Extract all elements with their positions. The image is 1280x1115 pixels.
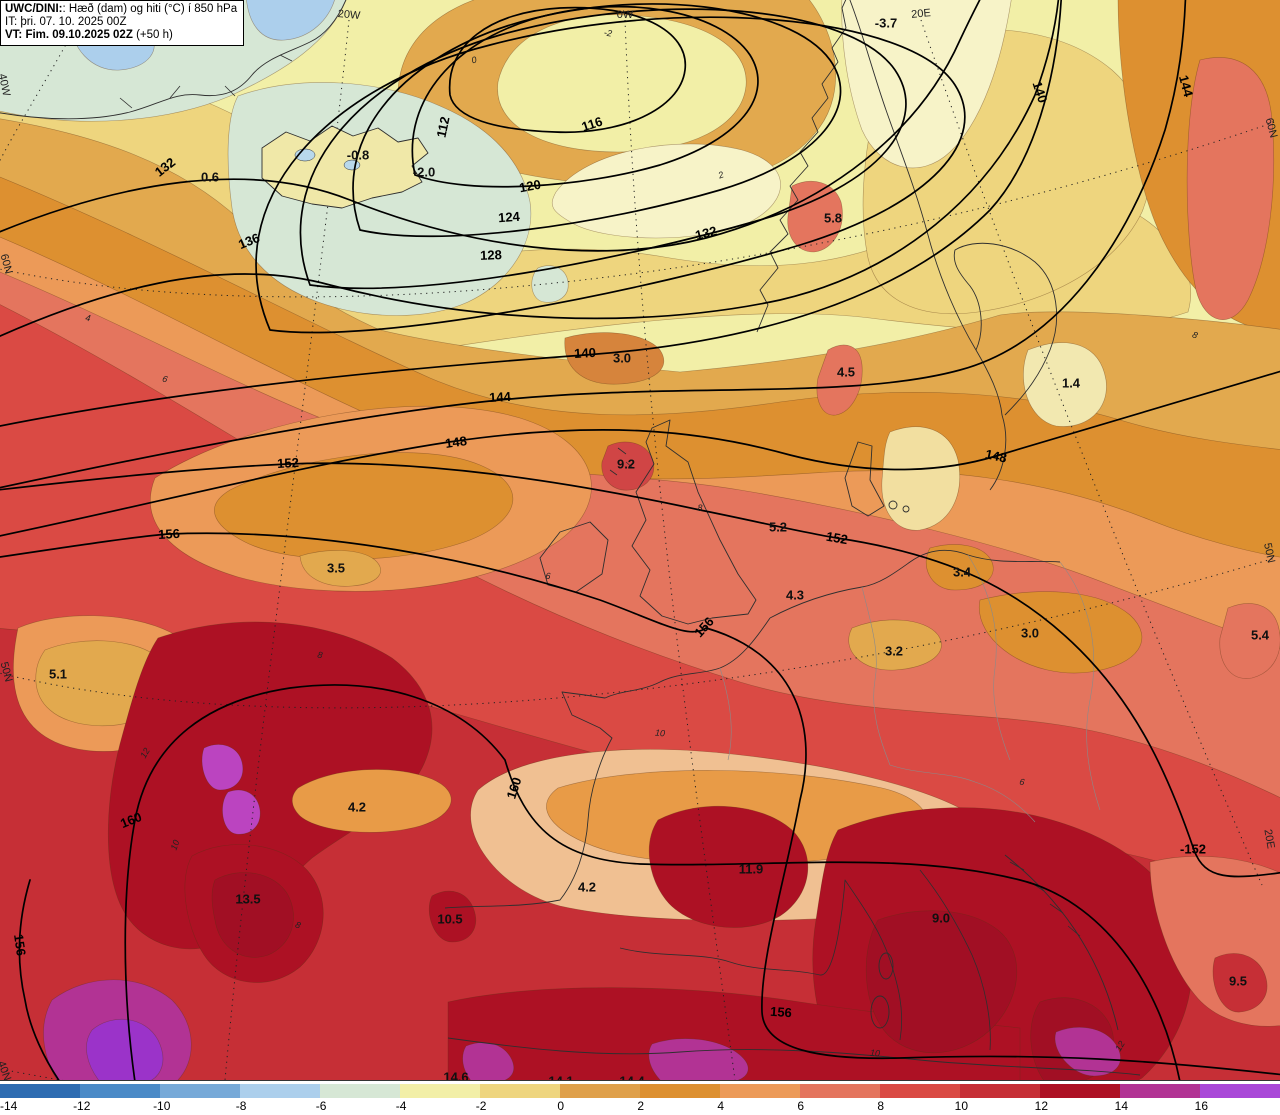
colorbar-tick-label: -6 bbox=[315, 1099, 327, 1113]
colorbar-segment bbox=[1040, 1084, 1120, 1098]
colorbar-segment bbox=[640, 1084, 720, 1098]
valid-time: Fim. 09.10.2025 02Z bbox=[25, 29, 133, 41]
title-box: UWC/DINI:: Hæð (dam) og hiti (°C) í 850 … bbox=[0, 0, 245, 46]
contour-120 bbox=[352, 3, 842, 238]
colorbar-tick-label: 4 bbox=[717, 1099, 725, 1113]
temp-fill-layer bbox=[0, 0, 1280, 1080]
title-line-1: UWC/DINI:: Hæð (dam) og hiti (°C) í 850 … bbox=[5, 3, 238, 15]
map-svg bbox=[0, 0, 1280, 1080]
map-canvas: 112 116 120 124 128 132 132 136 140 140 144 144 148 1… bbox=[0, 0, 1280, 1080]
lead-time: (+50 h) bbox=[136, 29, 173, 41]
colorbar-tick-label: 14 bbox=[1114, 1099, 1129, 1113]
contour-136 bbox=[0, 0, 1060, 337]
parallel-50n bbox=[0, 557, 1276, 709]
colorbar-tick-label: -8 bbox=[235, 1099, 247, 1113]
colorbar-segment bbox=[800, 1084, 880, 1098]
colorbar bbox=[0, 1084, 1280, 1098]
colorbar-tick-label: -12 bbox=[73, 1099, 91, 1113]
contour-156 bbox=[0, 532, 1280, 1076]
contour-140 bbox=[0, 0, 1062, 427]
colorbar-segment bbox=[240, 1084, 320, 1098]
contour-160 bbox=[124, 684, 1181, 1080]
colorbar-tick-label: -2 bbox=[475, 1099, 487, 1113]
colorbar-tick-labels: -14 -12 -10 -8 -6 -4 -2 0 2 4 6 8 10 12 14 16 bbox=[0, 1099, 1280, 1115]
colorbar-segment bbox=[880, 1084, 960, 1098]
colorbar-segment bbox=[1200, 1084, 1280, 1098]
colorbar-tick-label: 16 bbox=[1194, 1099, 1209, 1113]
colorbar-tick-label: 8 bbox=[877, 1099, 885, 1113]
contour-144 bbox=[0, 0, 1187, 489]
colorbar-tick-label: 2 bbox=[637, 1099, 645, 1113]
colorbar-segment bbox=[720, 1084, 800, 1098]
contour-132 bbox=[0, 0, 981, 252]
colorbar-segment bbox=[1120, 1084, 1200, 1098]
valid-time-label: VT: bbox=[5, 29, 23, 41]
denmark-coast bbox=[844, 441, 885, 517]
colorbar-segment bbox=[480, 1084, 560, 1098]
colorbar-segment bbox=[400, 1084, 480, 1098]
colorbar-segment bbox=[160, 1084, 240, 1098]
contour-116 bbox=[411, 5, 759, 188]
colorbar-segment bbox=[960, 1084, 1040, 1098]
colorbar-strip: -14 -12 -10 -8 -6 -4 -2 0 2 4 6 8 10 12 14 16 bbox=[0, 1080, 1280, 1115]
colorbar-tick-label: 6 bbox=[797, 1099, 805, 1113]
colorbar-tick-label: -4 bbox=[395, 1099, 407, 1113]
model-name: UWC/DINI: bbox=[5, 3, 63, 15]
colorbar-segment bbox=[320, 1084, 400, 1098]
contour-156-west bbox=[18, 879, 60, 1080]
title-line-2: IT: þri. 07. 10. 2025 00Z bbox=[5, 16, 127, 28]
title-line-3: VT: Fim. 09.10.2025 02Z (+50 h) bbox=[5, 29, 237, 42]
colorbar-segment bbox=[0, 1084, 80, 1098]
norway-coast bbox=[756, 0, 847, 333]
contour-124 bbox=[299, 8, 907, 290]
colorbar-tick-label: 12 bbox=[1034, 1099, 1049, 1113]
contour-148 bbox=[0, 370, 1280, 537]
colorbar-tick-label: -10 bbox=[153, 1099, 171, 1113]
country-borders bbox=[719, 554, 1101, 823]
colorbar-segment bbox=[560, 1084, 640, 1098]
colorbar-tick-label: 0 bbox=[557, 1099, 565, 1113]
colorbar-segment bbox=[80, 1084, 160, 1098]
contour-112 bbox=[448, 6, 687, 134]
colorbar-tick-label: 10 bbox=[954, 1099, 969, 1113]
meridian-0w bbox=[624, 19, 736, 1080]
contour-128 bbox=[255, 16, 966, 334]
colorbar-tick-label: -14 bbox=[0, 1099, 18, 1113]
contour-152 bbox=[0, 462, 1280, 878]
height-contour-layer bbox=[0, 0, 1280, 1080]
